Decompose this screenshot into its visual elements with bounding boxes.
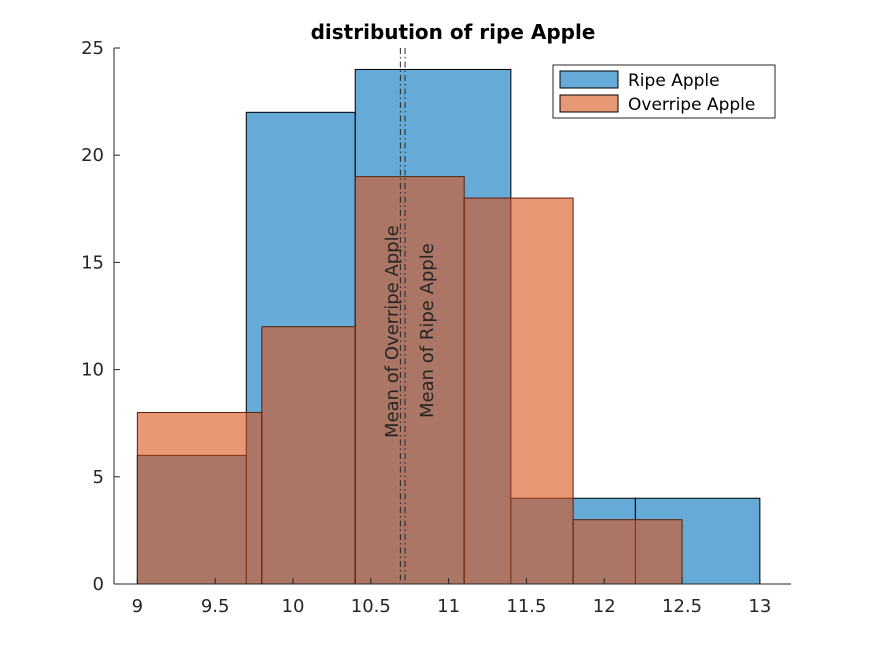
mean-lines: Mean of Overripe Apple Mean of Ripe Apple [382, 48, 438, 584]
overripe-apple-bar-1 [261, 326, 356, 585]
legend-label-0: Ripe Apple [628, 71, 720, 91]
x-tick-label: 9 [132, 596, 143, 617]
x-tick-label: 10 [282, 596, 305, 617]
mean-label-1: Mean of Ripe Apple [417, 243, 438, 418]
legend: Ripe Apple Overripe Apple [552, 64, 776, 119]
y-tick-label: 25 [81, 38, 104, 59]
x-tick-label: 11.5 [506, 596, 546, 617]
axes: 9 9.5 10 10.5 11 11.5 12 12.5 13 0 5 10 15 20 25 [81, 38, 791, 617]
y-tick-label: 10 [81, 360, 104, 381]
chart-title: distribution of ripe Apple [311, 20, 596, 44]
y-tick-label: 5 [93, 467, 104, 488]
legend-swatch-1 [559, 94, 619, 113]
legend-label-1: Overripe Apple [628, 95, 755, 115]
mean-label-0: Mean of Overripe Apple [382, 225, 403, 438]
y-tick-label: 15 [81, 252, 104, 273]
overripe-apple-bar-0 [136, 411, 263, 585]
x-tick-label: 12.5 [662, 596, 702, 617]
legend-swatch-0 [559, 70, 619, 89]
overripe-apple-bar-2 [354, 176, 465, 585]
y-tick-label: 20 [81, 145, 104, 166]
overripe-apple-bars [136, 176, 683, 585]
x-tick-label: 10.5 [351, 596, 391, 617]
x-tick-label: 12 [593, 596, 616, 617]
x-tick-label: 13 [748, 596, 771, 617]
x-tick-label: 11 [437, 596, 460, 617]
x-tick-label: 9.5 [201, 596, 230, 617]
overripe-apple-bar-3 [463, 197, 574, 585]
overripe-apple-bar-4 [572, 519, 683, 585]
y-tick-label: 0 [93, 574, 104, 595]
